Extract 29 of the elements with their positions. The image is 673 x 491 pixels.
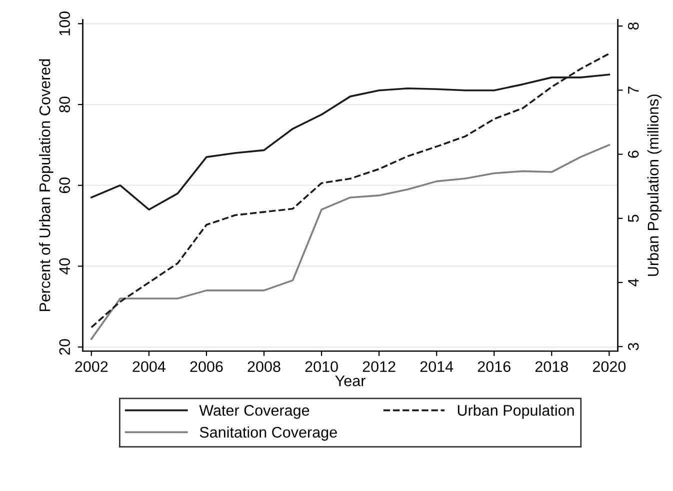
- y2-tick-label: 6: [628, 150, 639, 158]
- line-series: [90, 52, 610, 328]
- x-tick-label: 2010: [305, 361, 338, 372]
- y2-tick-label: 4: [628, 278, 639, 286]
- y-tick-label: 100: [59, 12, 70, 36]
- y-tick-label: 40: [59, 258, 70, 274]
- y-tick-label: 80: [59, 96, 70, 112]
- y-axis-title: Percent of Urban Population Covered: [39, 59, 54, 312]
- x-tick-label: 2016: [478, 361, 510, 372]
- x-tick-label: 2018: [535, 361, 568, 372]
- legend-label: Sanitation Coverage: [200, 426, 337, 441]
- y2-tick-label: 5: [628, 214, 639, 222]
- x-tick-label: 2002: [75, 361, 108, 372]
- x-tick-label: 2008: [248, 361, 280, 372]
- x-tick-label: 2014: [420, 361, 454, 372]
- y2-tick-label: 8: [628, 22, 639, 30]
- y2-axis-title: Urban Population (millions): [647, 94, 662, 276]
- legend-label: Urban Population: [458, 404, 574, 419]
- y2-tick-label: 3: [628, 343, 639, 350]
- x-tick-label: 2004: [132, 361, 166, 372]
- legend-label: Water Coverage: [199, 404, 310, 419]
- x-axis-title: Year: [335, 376, 366, 386]
- x-tick-label: 2012: [362, 361, 396, 372]
- y-tick-label: 60: [59, 177, 70, 194]
- line-series: [90, 144, 610, 340]
- y2-tick-label: 7: [628, 86, 639, 94]
- x-tick-label: 2020: [592, 361, 626, 372]
- y-tick-label: 20: [59, 339, 70, 355]
- x-tick-label: 2006: [190, 361, 223, 372]
